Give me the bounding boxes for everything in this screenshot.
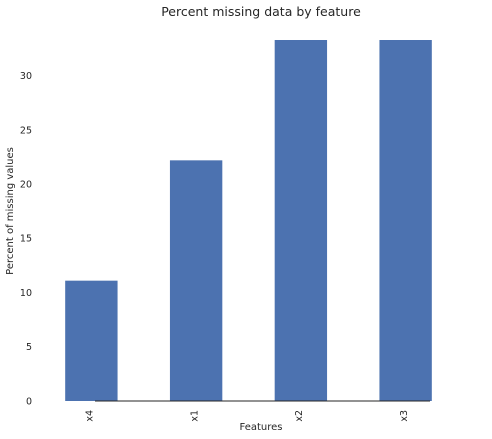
y-tick-label-15: 15	[20, 234, 32, 245]
y-axis-label: Percent of missing values	[5, 147, 16, 275]
bar-x1	[169, 160, 223, 401]
y-tick-label-20: 20	[20, 180, 32, 191]
y-tick-label-0: 0	[26, 396, 32, 407]
bar-x2	[274, 40, 328, 401]
y-tick-label-10: 10	[20, 288, 32, 299]
y-tick-label-30: 30	[20, 71, 32, 82]
bar-x4	[65, 280, 118, 401]
x-tick-label-x1: x1	[189, 410, 200, 422]
x-tick-label-x2: x2	[294, 410, 305, 422]
bars	[65, 40, 432, 401]
y-tick-label-5: 5	[26, 342, 32, 353]
y-tick-labels: 0 5 10 15 20 25 30	[20, 71, 32, 407]
x-tick-labels: x4 x1 x2 x3	[85, 410, 410, 422]
chart-title: Percent missing data by feature	[161, 4, 361, 19]
x-axis-label: Features	[240, 422, 283, 433]
x-tick-label-x4: x4	[85, 410, 96, 422]
x-tick-label-x3: x3	[399, 410, 410, 422]
y-tick-label-25: 25	[20, 125, 32, 136]
bar-x3	[379, 40, 432, 401]
